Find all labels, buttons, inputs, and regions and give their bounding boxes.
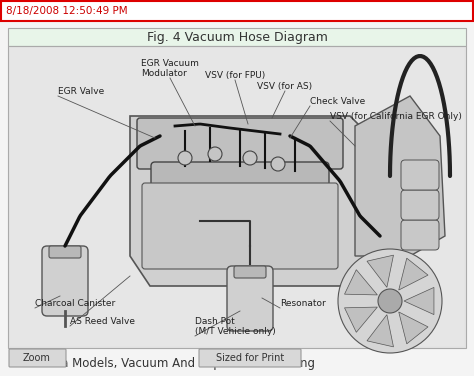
FancyBboxPatch shape: [199, 349, 301, 367]
Polygon shape: [399, 312, 428, 344]
Text: Check Valve: Check Valve: [310, 97, 365, 106]
Bar: [10, 48, 464, 346]
FancyBboxPatch shape: [42, 246, 88, 316]
FancyBboxPatch shape: [49, 246, 81, 258]
FancyBboxPatch shape: [401, 190, 439, 220]
Polygon shape: [367, 315, 393, 347]
Polygon shape: [345, 270, 377, 295]
Text: Sized for Print: Sized for Print: [216, 353, 284, 363]
Circle shape: [243, 151, 257, 165]
FancyBboxPatch shape: [137, 118, 343, 169]
Polygon shape: [130, 116, 380, 286]
FancyBboxPatch shape: [9, 349, 66, 367]
Bar: [8, 46, 466, 348]
Polygon shape: [367, 255, 393, 287]
Text: Charcoal Canister: Charcoal Canister: [35, 299, 115, 308]
Text: AS Reed Valve: AS Reed Valve: [70, 317, 135, 326]
Text: 8/18/2008 12:50:49 PM: 8/18/2008 12:50:49 PM: [6, 6, 128, 16]
FancyBboxPatch shape: [401, 160, 439, 190]
FancyBboxPatch shape: [151, 162, 329, 220]
Circle shape: [338, 249, 442, 353]
Text: VSV (for FPU): VSV (for FPU): [205, 71, 265, 80]
Polygon shape: [404, 287, 434, 315]
Text: EGR Valve: EGR Valve: [58, 87, 104, 96]
FancyBboxPatch shape: [227, 266, 273, 331]
Circle shape: [178, 151, 192, 165]
Bar: [8, 28, 466, 46]
Circle shape: [208, 147, 222, 161]
FancyBboxPatch shape: [401, 220, 439, 250]
Circle shape: [271, 157, 285, 171]
Polygon shape: [345, 307, 377, 332]
FancyBboxPatch shape: [234, 266, 266, 278]
Text: VSV (for AS): VSV (for AS): [257, 82, 312, 91]
Text: Dash Pot
(M/T Vehicle only): Dash Pot (M/T Vehicle only): [195, 317, 276, 336]
Text: California Models, Vacuum And Vapor Hose Routing: California Models, Vacuum And Vapor Hose…: [12, 357, 315, 370]
Text: Resonator: Resonator: [280, 299, 326, 308]
Text: Zoom: Zoom: [23, 353, 51, 363]
Text: VSV (for California EGR Only): VSV (for California EGR Only): [330, 112, 462, 121]
Circle shape: [378, 289, 402, 313]
Text: Fig. 4 Vacuum Hose Diagram: Fig. 4 Vacuum Hose Diagram: [146, 30, 328, 44]
Text: EGR Vacuum
Modulator: EGR Vacuum Modulator: [141, 59, 199, 78]
Polygon shape: [399, 258, 428, 290]
FancyBboxPatch shape: [142, 183, 338, 269]
Bar: [1, 1, 473, 21]
Polygon shape: [355, 96, 445, 256]
